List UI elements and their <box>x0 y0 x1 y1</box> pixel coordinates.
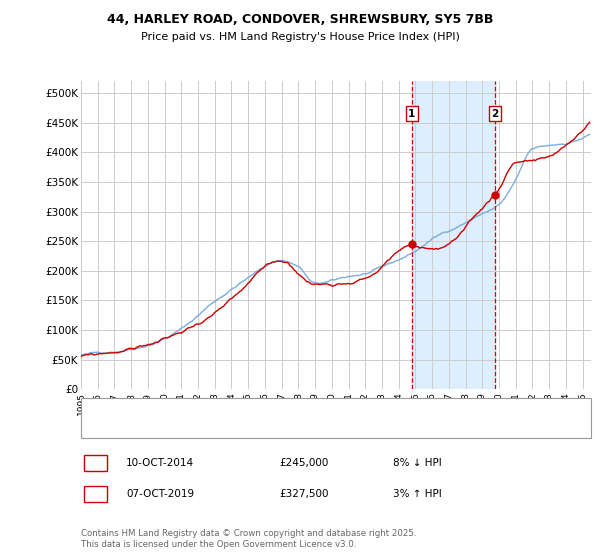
Text: £245,000: £245,000 <box>279 458 328 468</box>
Text: 2: 2 <box>491 109 499 119</box>
Text: 3% ↑ HPI: 3% ↑ HPI <box>393 489 442 499</box>
Text: 2: 2 <box>92 489 99 499</box>
Text: 1: 1 <box>408 109 415 119</box>
Text: 1: 1 <box>92 458 99 468</box>
Text: 10-OCT-2014: 10-OCT-2014 <box>126 458 194 468</box>
Text: 07-OCT-2019: 07-OCT-2019 <box>126 489 194 499</box>
Text: £327,500: £327,500 <box>279 489 329 499</box>
Text: Price paid vs. HM Land Registry's House Price Index (HPI): Price paid vs. HM Land Registry's House … <box>140 32 460 42</box>
Text: 44, HARLEY ROAD, CONDOVER, SHREWSBURY, SY5 7BB: 44, HARLEY ROAD, CONDOVER, SHREWSBURY, S… <box>107 13 493 26</box>
Text: 8% ↓ HPI: 8% ↓ HPI <box>393 458 442 468</box>
Text: Contains HM Land Registry data © Crown copyright and database right 2025.
This d: Contains HM Land Registry data © Crown c… <box>81 529 416 549</box>
Text: HPI: Average price, detached house, Shropshire: HPI: Average price, detached house, Shro… <box>130 422 363 432</box>
Bar <box>412 81 495 389</box>
Text: 44, HARLEY ROAD, CONDOVER, SHREWSBURY, SY5 7BB (detached house): 44, HARLEY ROAD, CONDOVER, SHREWSBURY, S… <box>130 404 493 414</box>
